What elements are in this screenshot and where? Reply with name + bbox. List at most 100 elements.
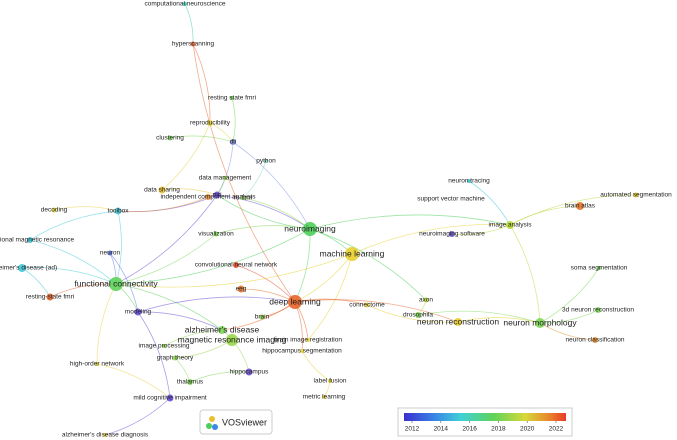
edge <box>115 253 353 288</box>
node <box>364 302 370 308</box>
edge <box>215 225 311 235</box>
edge <box>216 194 311 230</box>
node-label: deep learning <box>269 296 321 306</box>
edge <box>104 397 171 436</box>
node <box>205 194 211 200</box>
node-label: alzheimer's disease (ad) <box>0 265 57 272</box>
node-label: support vector machine <box>417 196 485 203</box>
node-label: python <box>256 158 276 165</box>
edge <box>109 252 139 313</box>
edge <box>163 329 223 347</box>
legend-tick-label: 2018 <box>491 426 506 433</box>
node-label: automated segmentation <box>600 192 672 199</box>
node-label: reproducibility <box>190 120 231 127</box>
edge <box>232 141 311 230</box>
node-label: neuron reconstruction <box>417 316 499 326</box>
edge <box>539 309 599 324</box>
node-label: graph theory <box>157 355 194 362</box>
legend-tick-label: 2016 <box>462 426 477 433</box>
node <box>27 237 33 243</box>
node <box>345 247 359 261</box>
node-label: neuron classification <box>566 337 625 344</box>
edge <box>115 283 223 331</box>
edge <box>21 267 117 285</box>
node-label: neuroimaging software <box>419 231 485 238</box>
edge <box>366 304 459 323</box>
edges <box>21 3 637 436</box>
node <box>46 293 54 301</box>
edge <box>137 311 171 399</box>
edge <box>115 194 218 285</box>
node-label: high-order network <box>70 361 125 368</box>
node <box>162 344 166 348</box>
node <box>288 295 302 309</box>
node <box>237 285 245 293</box>
edge <box>468 180 511 226</box>
node <box>218 326 226 334</box>
edge <box>457 317 541 324</box>
node-label: axon <box>419 297 433 304</box>
edge <box>53 206 119 212</box>
node-label: alzheimer's disease <box>185 324 260 334</box>
edge <box>115 233 217 285</box>
edge <box>231 97 236 143</box>
node-label: brain atlas <box>565 203 596 210</box>
edge <box>301 350 331 382</box>
node <box>158 186 166 194</box>
legend-tick-label: 2014 <box>434 426 449 433</box>
node <box>230 96 234 100</box>
node-label: resting-state fmri <box>26 294 74 301</box>
node-label: neuroimaging <box>284 223 336 233</box>
node <box>241 196 245 200</box>
edge <box>294 228 311 303</box>
node-label: visualization <box>198 231 234 238</box>
edge <box>115 210 122 285</box>
edge <box>96 363 171 399</box>
edge <box>21 267 51 298</box>
edge <box>169 135 234 143</box>
edge <box>192 43 296 303</box>
node <box>592 337 598 343</box>
node <box>233 262 239 268</box>
node-label: metric learning <box>303 394 346 401</box>
node-label: neuron tracing <box>448 178 490 185</box>
node-label: neuron <box>100 250 121 257</box>
node <box>187 379 193 385</box>
node-label: thalamus <box>177 379 204 386</box>
edge <box>309 214 511 230</box>
node <box>423 297 429 303</box>
legend-tick-label: 2012 <box>405 426 420 433</box>
edge <box>29 239 117 285</box>
edge <box>451 224 511 235</box>
logo-icon <box>212 424 218 430</box>
node-label: hyperscanning <box>172 41 215 48</box>
edge <box>351 224 511 255</box>
edge <box>309 228 427 301</box>
node-label: connectome <box>349 302 385 309</box>
edge <box>29 210 119 241</box>
node <box>183 2 187 6</box>
node-label: machine learning <box>320 248 385 258</box>
node <box>109 277 123 291</box>
node-label: image analysis <box>489 222 533 229</box>
logo-icon <box>209 416 215 422</box>
node <box>576 202 584 210</box>
node <box>245 368 253 376</box>
node <box>259 314 265 320</box>
node-label: image processing <box>139 343 190 350</box>
edge <box>137 311 223 331</box>
edge <box>161 188 218 196</box>
edge <box>189 371 250 383</box>
node-label: decoding <box>41 207 68 214</box>
node <box>300 349 304 353</box>
edge <box>192 43 211 124</box>
node <box>207 120 213 126</box>
node-label: toolbox <box>108 208 130 215</box>
node <box>306 338 310 342</box>
legend: 2012 2014 2016 2018 2020 2022 <box>405 421 564 433</box>
node <box>213 231 219 237</box>
edge <box>509 224 541 324</box>
